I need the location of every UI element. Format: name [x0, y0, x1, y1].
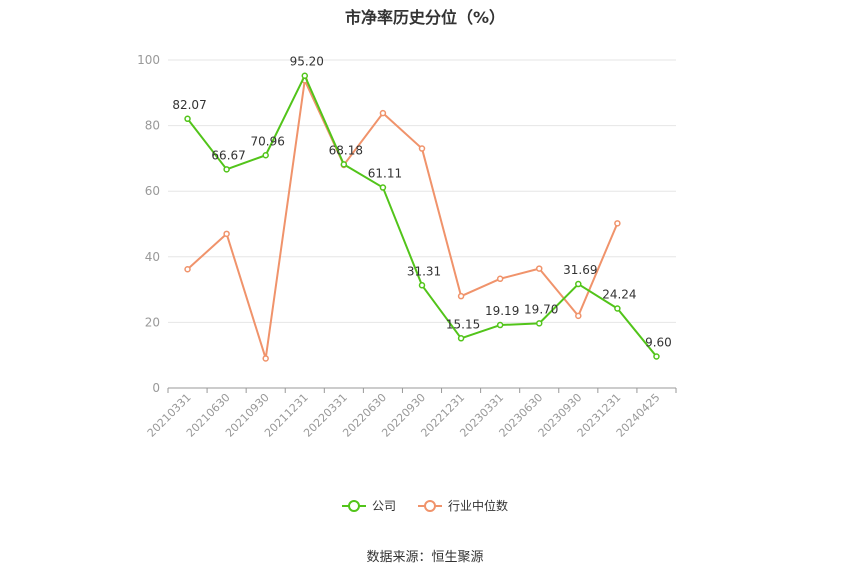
legend-swatch-icon [341, 499, 366, 513]
data-label: 15.15 [446, 317, 480, 331]
series-line [186, 74, 658, 358]
data-point [418, 145, 426, 152]
data-point [184, 115, 191, 123]
y-tick-label: 100 [137, 53, 160, 67]
data-label: 68.18 [329, 143, 363, 157]
grid-layer [168, 59, 676, 323]
y-tick-label: 40 [145, 250, 160, 264]
data-label: 61.11 [368, 167, 402, 181]
legend: 公司 行业中位数 [0, 497, 850, 514]
series-line [186, 79, 619, 360]
data-point [457, 335, 465, 342]
data-point [614, 305, 621, 312]
data-label: 95.20 [290, 55, 324, 69]
data-source: 数据来源：恒生聚源 [366, 550, 484, 565]
data-point [535, 265, 543, 272]
data-label: 24.24 [602, 287, 636, 301]
legend-label: 行业中位数 [448, 499, 509, 513]
data-label: 9.60 [645, 336, 672, 350]
y-tick-label: 60 [145, 184, 160, 198]
data-point [301, 72, 309, 79]
data-point [262, 152, 269, 159]
legend-item[interactable]: 行业中位数 [418, 497, 508, 514]
data-point [223, 230, 230, 238]
data-point [535, 320, 543, 327]
data-label-layer: 82.07 66.67 70.96 95.20 68.18 61.11 31.31 15.15… [172, 55, 671, 350]
data-point [379, 109, 387, 117]
data-point [496, 275, 504, 283]
data-point [379, 184, 387, 191]
data-point [653, 353, 660, 360]
legend-item[interactable]: 公司 [341, 497, 396, 514]
data-label: 31.31 [407, 264, 441, 278]
data-label: 19.19 [485, 304, 519, 318]
data-label: 70.96 [251, 134, 285, 148]
data-label: 19.70 [524, 302, 558, 316]
series-company [184, 72, 660, 360]
data-point [457, 292, 465, 300]
data-point [184, 266, 191, 273]
data-point [340, 161, 348, 168]
legend-swatch-icon [418, 499, 442, 513]
data-point [418, 282, 426, 289]
y-tick-label: 0 [152, 381, 160, 395]
data-point [614, 220, 621, 227]
data-label: 31.69 [563, 263, 597, 277]
chart-title: 市净率历史分位（%） [344, 8, 506, 27]
y-tick-label: 80 [145, 119, 160, 133]
series-layer [184, 72, 660, 362]
legend-label: 公司 [371, 499, 396, 513]
data-point [496, 321, 504, 329]
data-point [262, 355, 269, 362]
data-point [575, 280, 582, 288]
y-tick-label: 20 [145, 315, 160, 329]
data-label: 66.67 [211, 148, 245, 162]
data-point [575, 312, 582, 320]
data-label: 82.07 [172, 98, 206, 112]
series-industry-median [184, 77, 621, 362]
data-point [223, 166, 230, 173]
